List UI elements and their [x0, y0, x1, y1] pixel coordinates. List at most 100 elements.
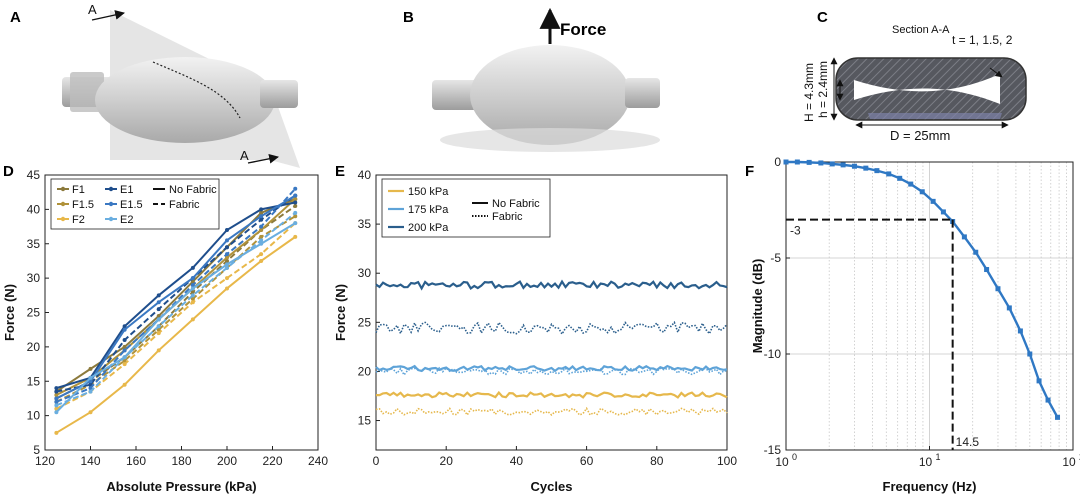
data-point	[259, 238, 264, 243]
y-tick-label: 45	[27, 168, 41, 182]
legend-marker	[60, 216, 66, 222]
y-tick-label: 0	[774, 155, 781, 169]
data-point	[783, 159, 789, 165]
data-point	[225, 276, 229, 281]
actuator-balloon	[95, 57, 275, 143]
x-tick-label: 100	[717, 454, 737, 468]
thickness-label: t = 1, 1.5, 2	[952, 33, 1013, 47]
data-point	[122, 338, 127, 342]
h-label: h = 2.4mm	[816, 61, 830, 118]
data-point	[156, 307, 161, 312]
x-tick-label: 140	[80, 454, 100, 468]
data-point	[190, 289, 195, 294]
actuator-photo-a	[62, 57, 298, 143]
panel-a: A A A	[10, 2, 300, 168]
data-point	[190, 279, 195, 284]
panel-d: D 120 140 160 180 200 220 240 5 10 15 20 25 30 35 40 45…	[2, 163, 328, 494]
data-point	[156, 324, 161, 329]
data-point	[908, 181, 914, 187]
x-tick-label: 200	[217, 454, 237, 468]
inner-cavity	[854, 74, 1000, 104]
data-point	[995, 286, 1001, 292]
data-point	[293, 214, 298, 219]
panel-label-a: A	[10, 9, 21, 26]
y-tick-label: 10	[27, 409, 41, 423]
panel-c: C Section A-A t = 1, 1.5, 2 H = 4.3mm h …	[802, 9, 1027, 143]
y-tick-label: 20	[27, 340, 41, 354]
data-point	[54, 430, 59, 435]
inflated-balloon	[470, 45, 630, 145]
magnitude-line	[786, 160, 1059, 418]
legend-entry: E2	[120, 214, 133, 226]
chart-e: 0 20 40 60 80 100 15 20 25 30 35 40 Cycles Force (N) 1…	[333, 168, 737, 494]
data-point	[225, 255, 229, 260]
panel-label-b: B	[403, 9, 414, 26]
data-point	[122, 327, 127, 332]
series-line-E1	[56, 201, 296, 390]
data-point	[293, 210, 298, 215]
data-point	[1006, 305, 1012, 311]
data-point	[919, 189, 925, 195]
data-point	[851, 163, 857, 169]
series-line-E2	[55, 222, 296, 413]
data-point	[293, 186, 298, 191]
y-axis-label: Magnitude (dB)	[750, 259, 765, 354]
data-point	[225, 286, 229, 291]
section-arrow-bottom	[247, 153, 279, 164]
data-point	[1027, 351, 1033, 357]
data-point	[794, 159, 800, 165]
x-axis-label: Absolute Pressure (kPa)	[106, 479, 256, 494]
series-line-F1	[55, 198, 296, 393]
panel-f: F 0-5-10-15100101102Frequency (Hz)Magnit…	[745, 155, 1080, 494]
data-point	[293, 197, 298, 202]
chart-f: 0-5-10-15100101102Frequency (Hz)Magnitud…	[750, 155, 1080, 494]
data-point	[190, 293, 195, 298]
x-axis-label: Frequency (Hz)	[883, 479, 977, 494]
data-point	[930, 198, 936, 204]
data-point	[156, 331, 161, 336]
data-point	[225, 258, 229, 263]
data-point	[88, 366, 93, 371]
series-line-F2	[55, 222, 296, 410]
y-tick-label: 25	[27, 306, 41, 320]
x-tick-label: 20	[440, 454, 454, 468]
D-label: D = 25mm	[890, 128, 950, 143]
y-tick-label: 35	[27, 237, 41, 251]
data-point	[88, 386, 93, 391]
series-line-150 kPa	[375, 406, 728, 417]
legend-entry: F1	[72, 184, 85, 196]
y-tick-label: 40	[27, 202, 41, 216]
data-point	[190, 265, 195, 270]
H-label: H = 4.3mm	[802, 63, 816, 122]
panel-label-e: E	[335, 163, 345, 180]
y-tick-label: -5	[770, 251, 781, 265]
section-marker-top: A	[88, 2, 97, 17]
data-point	[874, 168, 880, 174]
series-line-150 kPa	[375, 390, 728, 399]
data-point	[122, 324, 127, 329]
x-tick-label: 10	[775, 455, 789, 469]
legend-entry: F1.5	[72, 199, 94, 211]
data-point	[190, 286, 195, 291]
data-point	[259, 258, 264, 263]
data-point	[190, 300, 195, 305]
legend-marker	[108, 216, 114, 222]
data-point	[88, 389, 93, 394]
data-point	[122, 348, 127, 353]
data-point	[225, 262, 229, 267]
x-tick-label: 180	[171, 454, 191, 468]
y-tick-label: 15	[358, 414, 372, 428]
data-point	[122, 382, 127, 387]
data-point	[156, 317, 161, 322]
x-tick-label: 40	[510, 454, 524, 468]
data-point	[829, 161, 835, 167]
legend-marker	[108, 201, 114, 207]
series-line-E2	[56, 212, 296, 407]
legend-entry: 200 kPa	[408, 222, 449, 234]
section-marker-bottom: A	[240, 148, 249, 163]
y-tick-label: -15	[764, 443, 782, 457]
y-tick-label: 25	[358, 315, 372, 329]
data-point	[293, 200, 298, 205]
x-tick-label: 240	[308, 454, 328, 468]
